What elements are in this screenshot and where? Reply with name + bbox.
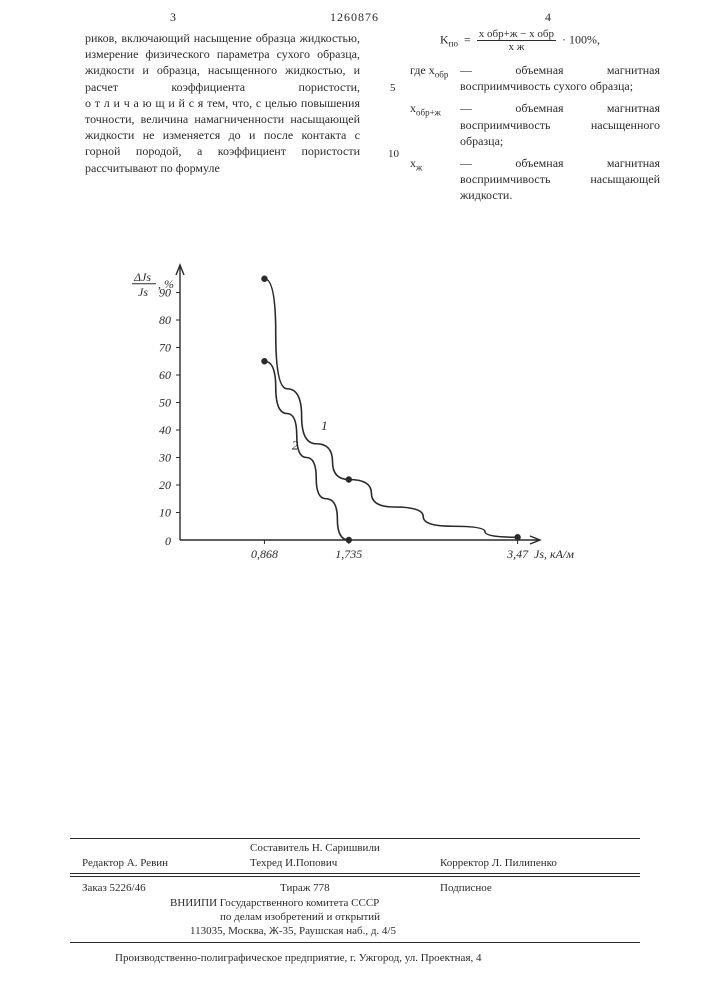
org-line-1: ВНИИПИ Государственного комитета СССР [170,897,379,909]
svg-text:2: 2 [292,437,299,452]
subscript-line: Подписное [440,882,492,894]
svg-text:1: 1 [321,418,328,433]
margin-line-5: 5 [390,82,396,94]
footer-divider-3 [70,942,640,943]
porosity-formula: Kпо = x обр+ж − x обр x ж · 100%, [440,28,600,53]
svg-text:50: 50 [159,396,171,410]
svg-text:3,47: 3,47 [506,547,529,561]
svg-text:10: 10 [159,506,171,520]
techred-line: Техред И.Попович [250,857,337,869]
footer-divider-2 [70,873,640,874]
def-x-zh: xж — объемная магнитная восприимчивость … [410,155,660,204]
svg-text:30: 30 [158,451,171,465]
def-x-obr: где xобр — объемная магнитная восприимчи… [410,62,660,94]
org-line-2: по делам изобретений и открытий [220,911,380,923]
svg-text:0,868: 0,868 [251,547,278,561]
addr-line-2: Производственно-полиграфическое предприя… [115,952,482,964]
svg-text:40: 40 [159,423,171,437]
order-line: Заказ 5226/46 [82,882,146,894]
left-column-body: риков, включающий насыщение образца жидк… [85,30,360,176]
svg-text:1,735: 1,735 [335,547,362,561]
svg-text:, %: , % [158,277,174,291]
svg-text:Js, кА/м: Js, кА/м [534,547,574,561]
svg-text:ΔJs: ΔJs [133,270,151,284]
def-x-obr-zh: xобр+ж — объемная магнитная восприимчиво… [410,100,660,149]
corrector-line: Корректор Л. Пилипенко [440,857,557,869]
margin-line-10: 10 [388,148,399,160]
svg-text:20: 20 [159,478,171,492]
svg-text:60: 60 [159,368,171,382]
svg-text:0: 0 [165,534,171,548]
variable-definitions: где xобр — объемная магнитная восприимчи… [410,62,660,210]
compiler-line: Составитель Н. Саришвили [250,842,380,854]
addr-line-1: 113035, Москва, Ж-35, Раушская наб., д. … [190,925,396,937]
footer-divider-2b [70,876,640,877]
demagnetization-chart: 10203040506070809000,8681,7353,47ΔJsJs, … [110,250,590,580]
svg-text:80: 80 [159,313,171,327]
tirazh-line: Тираж 778 [280,882,330,894]
editor-line: Редактор А. Ревин [82,857,168,869]
footer-divider-1 [70,838,640,839]
svg-text:70: 70 [159,341,171,355]
document-number: 1260876 [330,10,379,25]
page-number-left: 3 [170,10,176,25]
page-number-right: 4 [545,10,551,25]
svg-text:Js: Js [138,285,148,299]
